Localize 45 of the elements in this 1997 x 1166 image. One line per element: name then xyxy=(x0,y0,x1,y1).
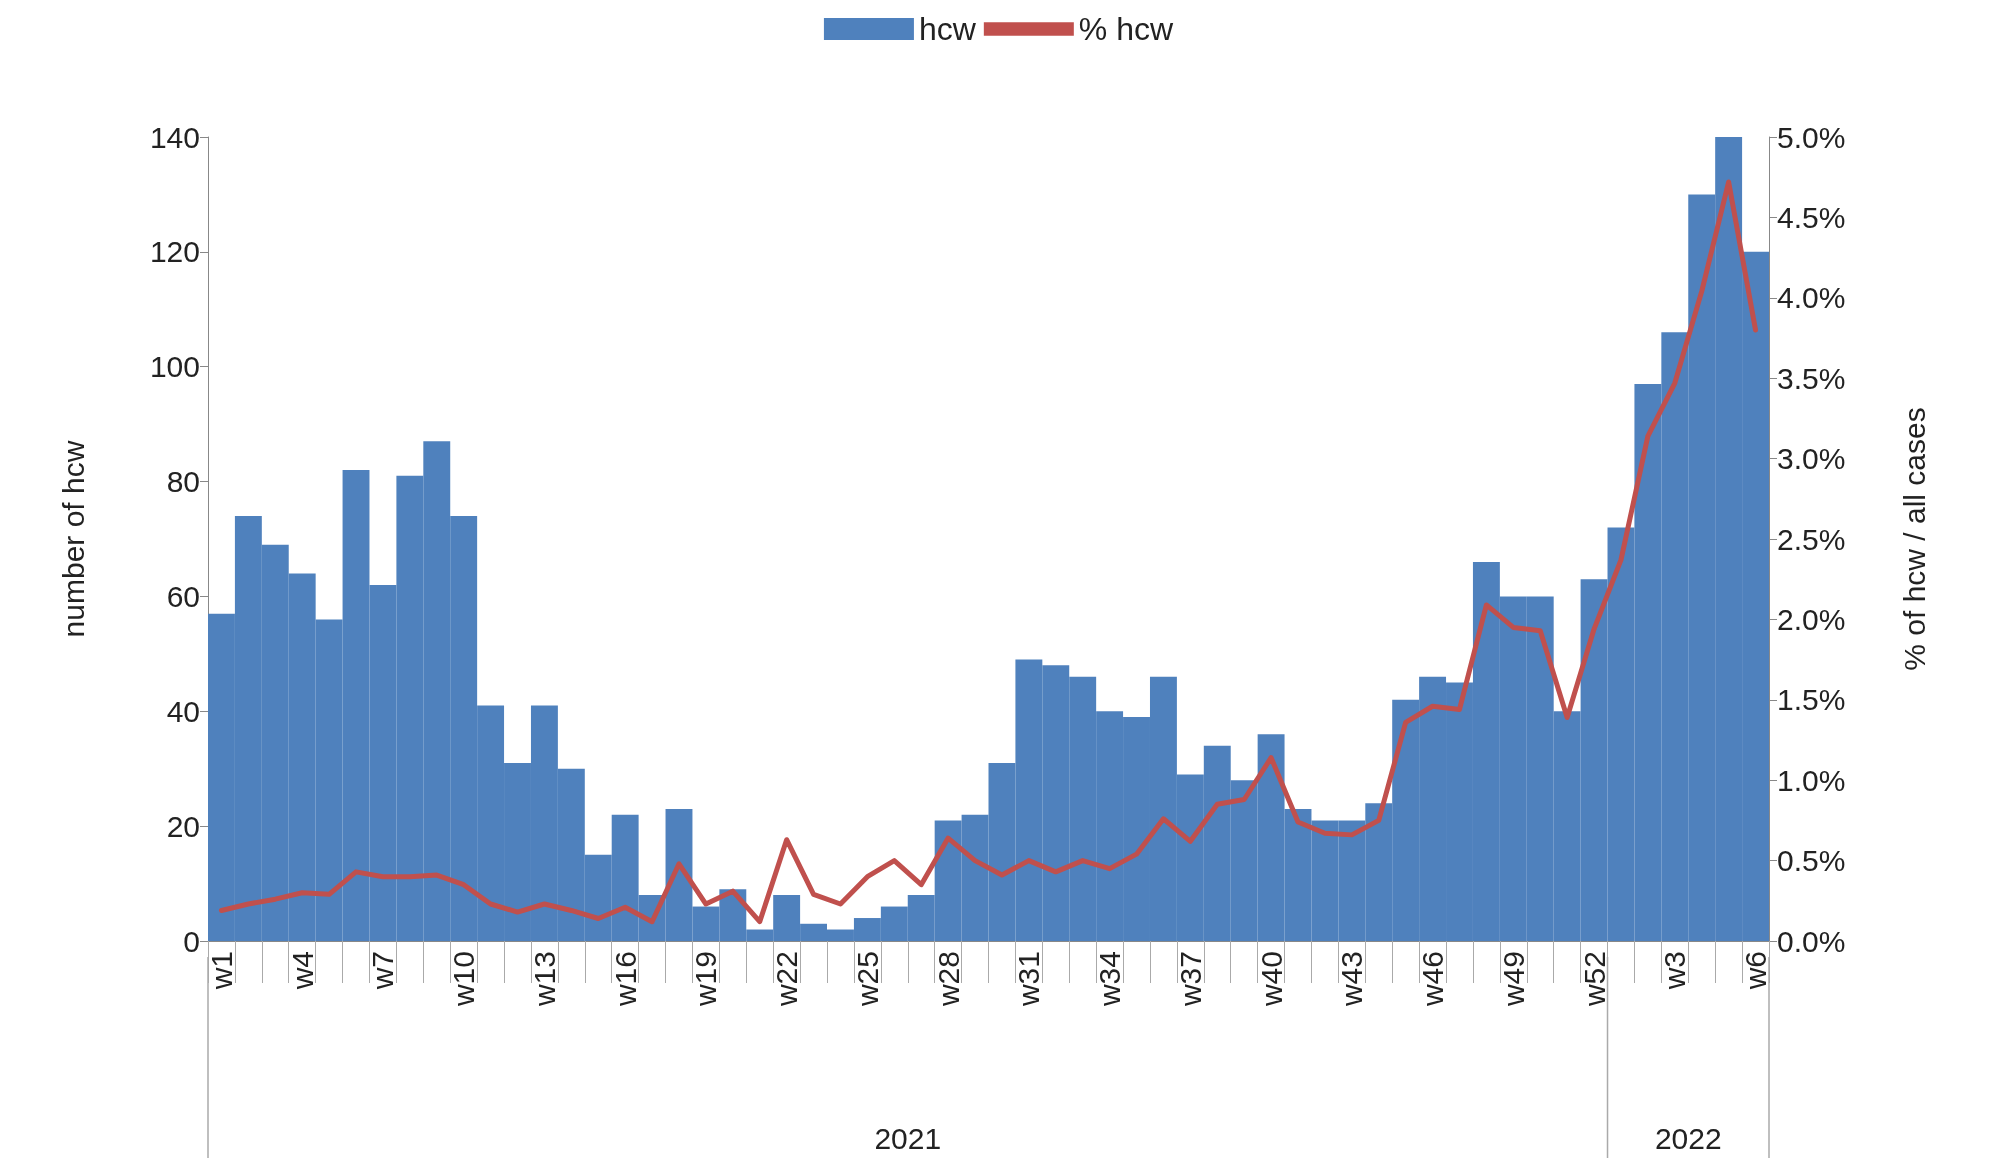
y-tick-label: 20 xyxy=(166,809,200,843)
y2-tick-label: 0.0% xyxy=(1777,924,1846,958)
y-axis-title: number of hcw xyxy=(56,440,90,638)
x-tick-label: w25 xyxy=(850,951,884,1008)
x-tick-label: w22 xyxy=(770,951,804,1008)
text: 2022 xyxy=(1654,1121,1722,1155)
x-tick-label: w1 xyxy=(204,951,238,991)
y2-tick-label: 2.5% xyxy=(1777,522,1846,556)
y-tick-label: 140 xyxy=(149,120,200,154)
legend-label: hcw xyxy=(918,11,977,47)
x-tick-label: w49 xyxy=(1496,951,1530,1008)
y2-tick-label: 1.5% xyxy=(1777,683,1846,717)
x-tick-label: w19 xyxy=(689,951,723,1008)
y2-tick-label: 0.5% xyxy=(1777,844,1846,878)
legend-label: % hcw xyxy=(1078,11,1174,47)
x-tick-label: w6 xyxy=(1739,951,1773,991)
y2-axis-title: % of hcw / all cases xyxy=(1897,407,1931,671)
y-tick-label: 0 xyxy=(183,924,200,958)
y2-tick-label: 4.0% xyxy=(1777,281,1846,315)
y-tick-label: 40 xyxy=(166,694,200,728)
y-tick-label: 100 xyxy=(149,350,200,384)
y-tick-label: 80 xyxy=(166,465,200,499)
text: 2021 xyxy=(874,1121,942,1155)
x-tick-label: w4 xyxy=(285,951,319,991)
x-tick-label: w46 xyxy=(1416,951,1450,1008)
y2-tick-label: 3.5% xyxy=(1777,361,1846,395)
x-tick-label: w37 xyxy=(1173,951,1207,1008)
x-tick-label: w40 xyxy=(1254,951,1288,1008)
y2-tick-label: 2.0% xyxy=(1777,602,1846,636)
x-tick-label: w52 xyxy=(1577,951,1611,1008)
y2-tick-label: 1.0% xyxy=(1777,763,1846,797)
x-tick-label: w10 xyxy=(447,951,481,1008)
y2-tick-label: 4.5% xyxy=(1777,200,1846,234)
x-tick-label: w3 xyxy=(1658,951,1692,991)
x-tick-label: w34 xyxy=(1093,951,1127,1008)
y2-tick-label: 5.0% xyxy=(1777,120,1846,154)
x-tick-label: w13 xyxy=(527,951,561,1008)
x-tick-label: w7 xyxy=(366,951,400,991)
y2-tick-label: 3.0% xyxy=(1777,442,1846,476)
y-tick-label: 120 xyxy=(149,235,200,269)
x-tick-label: w43 xyxy=(1335,951,1369,1008)
x-tick-label: w31 xyxy=(1012,951,1046,1008)
y-tick-label: 60 xyxy=(166,579,200,613)
x-tick-label: w28 xyxy=(931,951,965,1008)
x-tick-label: w16 xyxy=(608,951,642,1008)
